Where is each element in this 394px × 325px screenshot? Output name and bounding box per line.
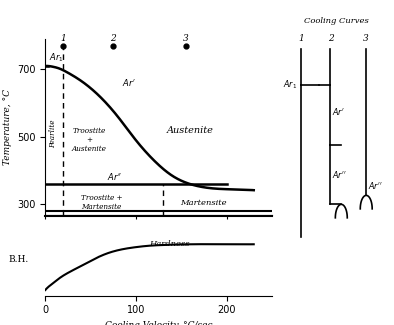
Text: $Ar_1$: $Ar_1$ <box>49 51 64 64</box>
Text: $Ar''$: $Ar''$ <box>331 169 346 180</box>
Text: $Ar''$: $Ar''$ <box>107 171 122 182</box>
Text: 3: 3 <box>183 34 189 43</box>
Text: $Ar''$: $Ar''$ <box>368 180 383 191</box>
Text: Troostite +
Martensite: Troostite + Martensite <box>81 194 122 211</box>
Text: Hardness: Hardness <box>149 240 190 248</box>
Text: Cooling Curves: Cooling Curves <box>303 18 368 25</box>
Text: 1: 1 <box>298 34 304 43</box>
Text: Troostite
+
Austenite: Troostite + Austenite <box>71 127 106 153</box>
Text: $Ar'$: $Ar'$ <box>122 77 136 88</box>
Text: Pearlite: Pearlite <box>50 119 58 148</box>
Text: 1: 1 <box>61 34 66 43</box>
Text: 2: 2 <box>110 34 116 43</box>
Text: 2: 2 <box>327 34 333 43</box>
Text: Martensite: Martensite <box>180 199 227 207</box>
Y-axis label: Temperature, °C: Temperature, °C <box>2 89 11 165</box>
Text: B.H.: B.H. <box>8 255 28 265</box>
Text: $Ar'$: $Ar'$ <box>331 106 345 117</box>
Text: $Ar_1$: $Ar_1$ <box>283 79 297 91</box>
Text: Austenite: Austenite <box>167 126 214 135</box>
Text: 3: 3 <box>363 34 369 43</box>
X-axis label: Cooling Velocity, °C/sec: Cooling Velocity, °C/sec <box>105 321 212 325</box>
